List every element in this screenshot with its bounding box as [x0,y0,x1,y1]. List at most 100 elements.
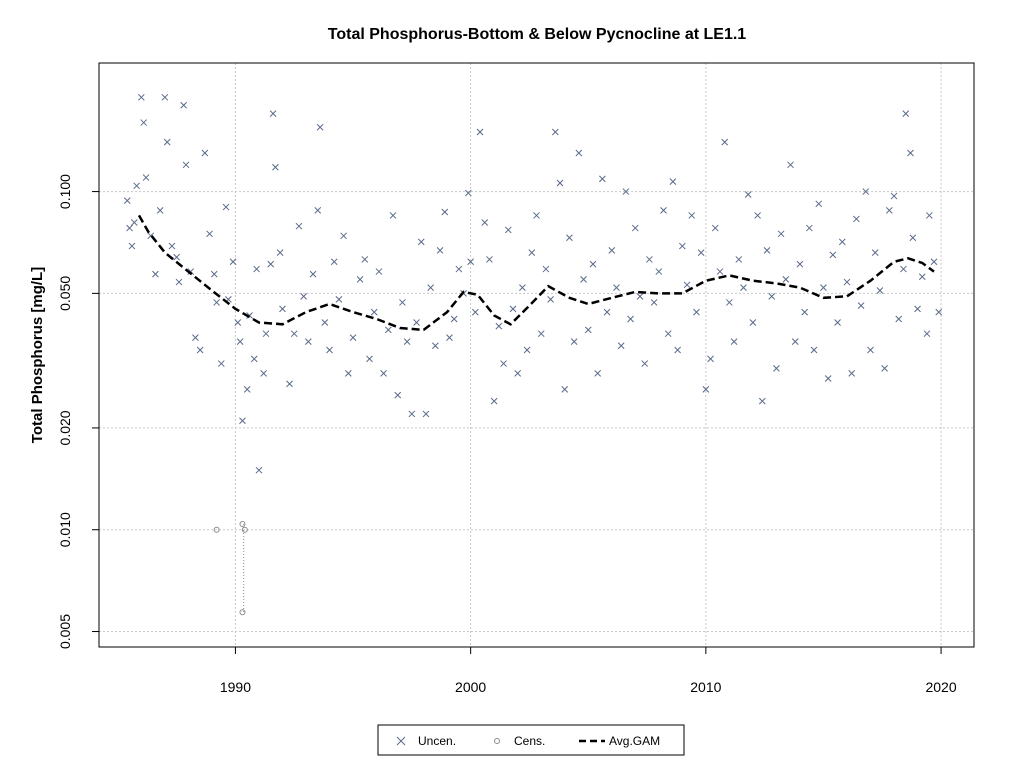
point-uncensored [754,212,761,219]
point-uncensored [697,249,705,256]
legend: Uncen. Cens. Avg.GAM [377,724,685,756]
point-uncensored [777,230,785,238]
gam-trend-line [137,214,935,332]
point-uncensored [843,278,851,286]
point-uncensored [217,360,225,367]
point-uncensored [481,219,489,226]
point-uncensored [335,296,343,303]
point-uncensored [829,251,837,259]
point-uncensored [286,380,293,388]
point-uncensored [758,397,766,405]
point-uncensored [175,278,183,286]
legend-label-censored: Cens. [514,734,545,748]
point-uncensored [608,247,616,254]
point-uncensored [417,238,425,246]
point-uncensored [909,234,917,242]
point-uncensored [523,346,531,354]
point-uncensored [707,355,714,363]
point-uncensored [250,355,258,363]
point-uncensored [490,397,498,405]
point-uncensored [326,346,333,354]
point-uncensored [716,268,724,275]
point-uncensored [330,258,338,266]
point-uncensored [622,188,630,195]
point-uncensored [925,212,933,219]
point-uncensored [349,334,357,341]
x-tick-label: 2020 [925,679,956,695]
point-uncensored [688,212,696,219]
point-uncensored [834,319,841,326]
point-uncensored [646,256,653,263]
point-uncensored [272,163,279,171]
point-uncensored [356,276,364,283]
point-uncensored [213,299,220,306]
point-uncensored [361,256,369,263]
point-uncensored [168,242,176,250]
y-tick-label: 0.050 [57,276,73,311]
point-uncensored [914,305,921,313]
point-uncensored [853,215,860,223]
point-uncensored [580,276,587,283]
point-uncensored [702,386,710,393]
point-uncensored [599,175,606,183]
point-uncensored [133,182,140,190]
point-uncensored [918,273,926,281]
point-uncensored [787,161,794,169]
point-uncensored [276,249,284,256]
grid-lines [99,63,974,647]
point-uncensored [674,346,681,354]
point-uncensored [556,179,564,187]
point-uncensored [930,258,938,266]
point-uncensored [791,338,799,345]
point-uncensored [542,265,550,273]
point-uncensored [815,200,823,208]
point-uncensored [260,370,268,377]
point-uncensored [683,281,691,289]
point-uncensored [210,270,218,278]
point-uncensored [895,315,903,323]
point-uncensored [867,346,874,354]
point-uncensored [142,174,150,181]
point-uncensored [246,312,253,319]
point-uncensored [613,284,620,291]
point-uncensored [262,330,270,338]
point-censored [213,526,220,533]
point-uncensored [603,308,611,316]
point-uncensored [721,138,729,146]
point-uncensored [126,224,133,232]
point-uncensored [495,322,503,330]
point-uncensored [375,268,383,275]
point-uncensored [413,319,420,326]
legend-uncensored-marker [396,736,406,746]
point-uncensored [156,206,164,214]
point-uncensored [509,305,517,313]
point-uncensored [196,346,204,354]
point-uncensored [519,284,526,291]
point-uncensored [187,268,195,275]
point-uncensored [744,191,752,198]
point-uncensored [740,284,747,291]
point-uncensored [436,247,444,254]
point-uncensored [389,212,397,219]
point-uncensored [514,370,522,377]
point-uncensored [923,330,931,338]
point-uncensored [394,391,402,399]
point-uncensored [180,101,188,109]
point-uncensored [805,224,813,232]
point-uncensored [641,360,649,367]
point-uncensored [566,234,573,242]
data-points [123,93,943,616]
point-uncensored [467,258,474,266]
point-uncensored [486,256,493,263]
point-uncensored [399,299,406,306]
point-uncensored [300,292,307,300]
point-uncensored [267,260,275,268]
point-uncensored [123,197,131,205]
point-uncensored [476,128,484,136]
point-uncensored [427,284,435,291]
legend-censored-marker [494,738,500,744]
point-uncensored [130,219,138,226]
point-uncensored [810,346,818,354]
y-tick-label: 0.010 [57,512,73,547]
point-uncensored [201,149,209,157]
